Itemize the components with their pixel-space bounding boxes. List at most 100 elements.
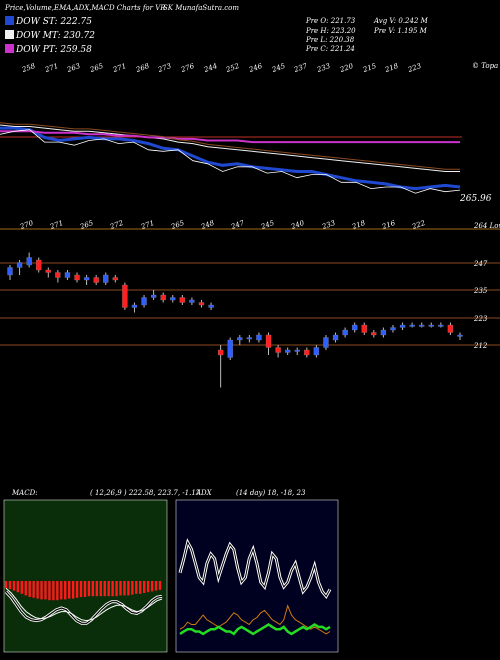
macd-bar-35 xyxy=(143,581,146,593)
macd-bar-20 xyxy=(83,581,87,597)
macd-bar-3 xyxy=(16,581,20,593)
candle-body-4 xyxy=(45,269,51,273)
candle-body-24 xyxy=(237,337,243,341)
adx-line xyxy=(179,540,331,598)
macd-signal-line xyxy=(5,587,163,622)
macd-line xyxy=(5,591,163,624)
candle-body-43 xyxy=(419,324,425,327)
candle-body-28 xyxy=(275,347,281,353)
candle-body-8 xyxy=(83,277,90,281)
candle-body-27 xyxy=(265,334,272,348)
macd-bar-22 xyxy=(91,581,95,597)
candle-body-33 xyxy=(323,337,329,348)
candle-grid-label-2: 223 xyxy=(474,315,488,323)
candle-body-25 xyxy=(246,337,253,340)
ema-top-right-label: © Topa xyxy=(472,62,499,70)
macd-bar-13 xyxy=(56,581,59,601)
legend-swatch-blue xyxy=(5,16,14,25)
macd-bar-0 xyxy=(4,581,8,589)
candle-body-3 xyxy=(36,259,42,271)
candle-grid xyxy=(0,262,500,346)
macd-bar-4 xyxy=(20,581,23,594)
stat-avg-volume: Avg V: 0.242 M xyxy=(374,17,428,25)
ema-line-0 xyxy=(0,126,461,191)
macd-bar-37 xyxy=(150,581,154,592)
macd-bar-16 xyxy=(67,581,71,599)
macd-bar-9 xyxy=(40,581,43,600)
candle-body-2 xyxy=(26,257,32,266)
macd-bar-30 xyxy=(123,581,126,596)
legend-dow-pt-label: DOW PT: 259.58 xyxy=(16,45,92,55)
candle-body-36 xyxy=(352,324,358,331)
candle-body-14 xyxy=(141,297,147,306)
candle-body-37 xyxy=(361,324,367,333)
macd-bar-8 xyxy=(36,581,39,599)
macd-panel-bg xyxy=(3,499,168,653)
candle-body-41 xyxy=(399,324,406,328)
macd-bar-26 xyxy=(107,581,110,597)
candle-body-15 xyxy=(150,294,157,298)
macd-bar-10 xyxy=(44,581,47,600)
candle-body-11 xyxy=(112,277,118,281)
macd-bar-24 xyxy=(99,581,102,597)
candle-body-23 xyxy=(227,339,233,358)
macd-bar-18 xyxy=(75,581,79,598)
candle-grid-label-0: 247 xyxy=(474,260,488,268)
ema-panel xyxy=(0,122,500,230)
macd-bar-39 xyxy=(158,581,162,590)
macd-bars xyxy=(4,581,162,601)
stat-prev-open: Pre O: 221.73 xyxy=(306,17,356,25)
ema-line-1 xyxy=(0,124,460,172)
adx-lines xyxy=(178,538,332,636)
candle-body-47 xyxy=(457,334,463,337)
macd-bar-12 xyxy=(52,581,55,601)
legend-swatch-white xyxy=(5,30,14,39)
macd-lines xyxy=(4,587,163,625)
candle-body-7 xyxy=(74,274,80,281)
candle-body-29 xyxy=(285,349,291,353)
candle-body-10 xyxy=(103,274,109,283)
candle-body-38 xyxy=(371,332,377,336)
candle-body-31 xyxy=(304,349,310,356)
macd-bar-21 xyxy=(87,581,91,597)
macd-bar-27 xyxy=(111,581,114,597)
stat-prev-low: Pre L: 220.38 xyxy=(306,36,355,44)
candle-body-44 xyxy=(428,324,434,327)
macd-bar-7 xyxy=(32,581,35,598)
candle-body-9 xyxy=(93,277,99,283)
candle-body-1 xyxy=(16,262,23,268)
candle-body-42 xyxy=(409,324,415,327)
legend-dow-st-label: DOW ST: 222.75 xyxy=(16,17,92,27)
macd-bar-36 xyxy=(146,581,150,593)
macd-bar-25 xyxy=(103,581,106,597)
candle-body-35 xyxy=(342,329,348,336)
candle-body-34 xyxy=(332,334,339,341)
candle-body-19 xyxy=(189,299,195,303)
candle-body-13 xyxy=(131,304,138,308)
candle-body-17 xyxy=(170,297,176,301)
macd-bar-1 xyxy=(8,581,12,589)
macd-label: MACD: xyxy=(12,489,38,497)
macd-bar-31 xyxy=(127,581,130,596)
macd-bar-6 xyxy=(28,581,31,597)
ema-line-brown xyxy=(0,122,460,170)
candle-body-6 xyxy=(64,272,71,278)
stat-prev-high: Pre H: 223.20 xyxy=(306,27,356,35)
macd-bar-2 xyxy=(12,581,16,591)
candle-body-26 xyxy=(256,334,262,341)
site-name: SK MunafaSutra.com xyxy=(163,4,240,12)
macd-bar-15 xyxy=(64,581,67,600)
chart-title: Price,Volume,EMA,ADX,MACD Charts for VR xyxy=(5,4,166,12)
macd-bar-17 xyxy=(71,581,75,599)
macd-bar-38 xyxy=(154,581,158,591)
ema-price-label: 265.96 xyxy=(460,194,492,204)
legend-dow-st: DOW ST: 222.75 xyxy=(5,16,92,27)
candle-body-30 xyxy=(294,349,300,352)
candle-body-45 xyxy=(438,324,444,327)
macd-bar-19 xyxy=(79,581,83,597)
stat-prev-close: Pre C: 221.24 xyxy=(306,45,355,53)
candle-body-16 xyxy=(160,294,166,301)
macd-bar-23 xyxy=(95,581,99,597)
legend-dow-mt-label: DOW MT: 230.72 xyxy=(16,31,95,41)
legend-swatch-magenta xyxy=(5,44,14,53)
